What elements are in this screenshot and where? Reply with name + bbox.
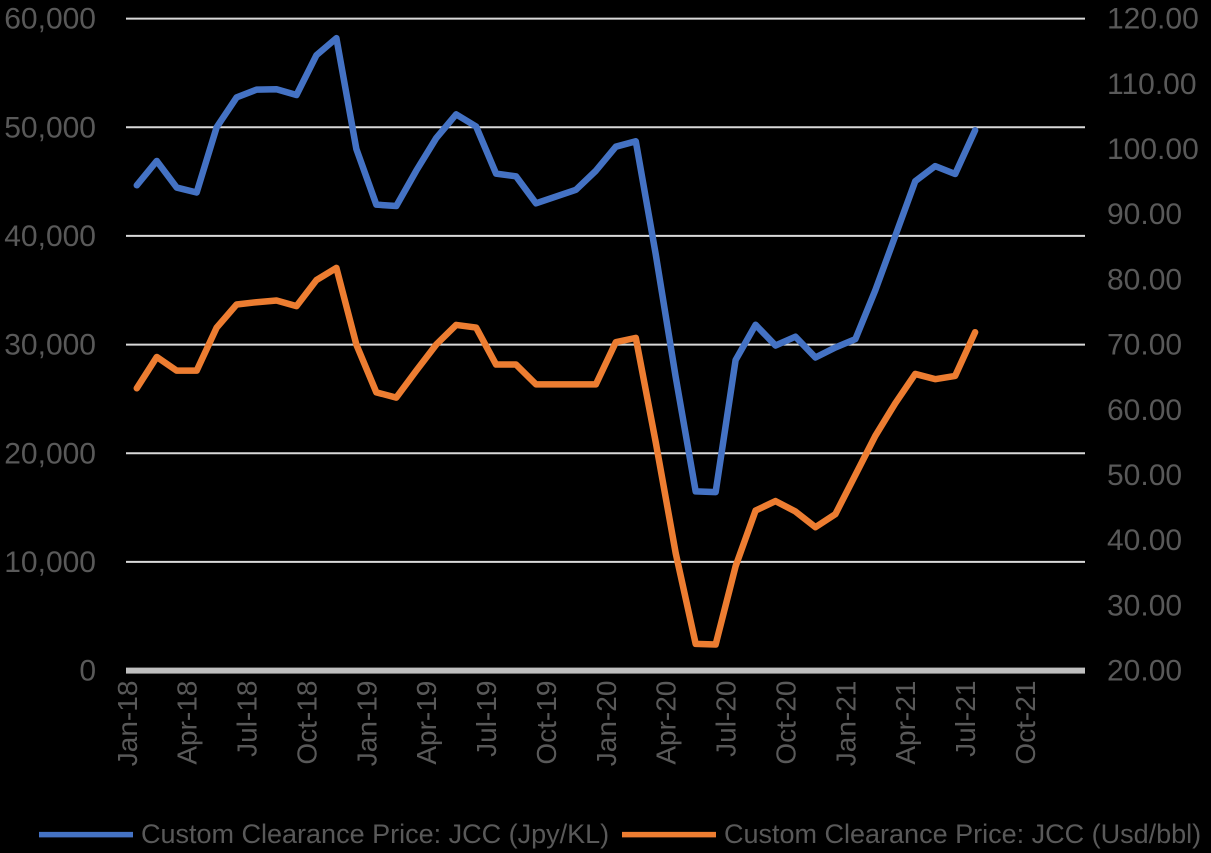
svg-text:50.00: 50.00 xyxy=(1107,459,1182,492)
svg-text:0: 0 xyxy=(79,655,96,688)
svg-text:Oct-18: Oct-18 xyxy=(291,681,322,765)
svg-text:Apr-20: Apr-20 xyxy=(651,681,682,765)
svg-text:120.00: 120.00 xyxy=(1107,3,1199,36)
svg-text:40.00: 40.00 xyxy=(1107,524,1182,557)
svg-text:60.00: 60.00 xyxy=(1107,394,1182,427)
svg-text:90.00: 90.00 xyxy=(1107,198,1182,231)
svg-text:Custom Clearance Price: JCC (J: Custom Clearance Price: JCC (Jpy/KL) xyxy=(141,819,609,849)
svg-text:10,000: 10,000 xyxy=(4,546,96,579)
svg-text:40,000: 40,000 xyxy=(4,220,96,253)
svg-text:20.00: 20.00 xyxy=(1107,655,1182,688)
svg-text:80.00: 80.00 xyxy=(1107,263,1182,296)
svg-text:Jan-18: Jan-18 xyxy=(112,681,143,767)
svg-text:Oct-21: Oct-21 xyxy=(1010,681,1041,765)
svg-text:60,000: 60,000 xyxy=(4,3,96,36)
svg-text:Apr-21: Apr-21 xyxy=(890,681,921,765)
svg-text:Custom Clearance Price: JCC (U: Custom Clearance Price: JCC (Usd/bbl) xyxy=(724,819,1201,849)
svg-text:Jan-20: Jan-20 xyxy=(591,681,622,767)
svg-text:Jan-21: Jan-21 xyxy=(830,681,861,767)
svg-text:Jul-21: Jul-21 xyxy=(950,681,981,757)
svg-text:Apr-18: Apr-18 xyxy=(172,681,203,765)
svg-text:Jul-20: Jul-20 xyxy=(711,681,742,757)
svg-text:Jan-19: Jan-19 xyxy=(351,681,382,767)
svg-text:Jul-19: Jul-19 xyxy=(471,681,502,757)
svg-text:110.00: 110.00 xyxy=(1107,68,1197,101)
svg-text:100.00: 100.00 xyxy=(1107,133,1199,166)
svg-text:50,000: 50,000 xyxy=(4,111,96,144)
svg-text:Apr-19: Apr-19 xyxy=(411,681,442,765)
svg-text:Oct-19: Oct-19 xyxy=(531,681,562,765)
svg-text:20,000: 20,000 xyxy=(4,437,96,470)
svg-text:30.00: 30.00 xyxy=(1107,589,1182,622)
svg-text:Oct-20: Oct-20 xyxy=(771,681,802,765)
svg-text:Jul-18: Jul-18 xyxy=(232,681,263,757)
svg-text:70.00: 70.00 xyxy=(1107,329,1182,362)
svg-text:30,000: 30,000 xyxy=(4,329,96,362)
